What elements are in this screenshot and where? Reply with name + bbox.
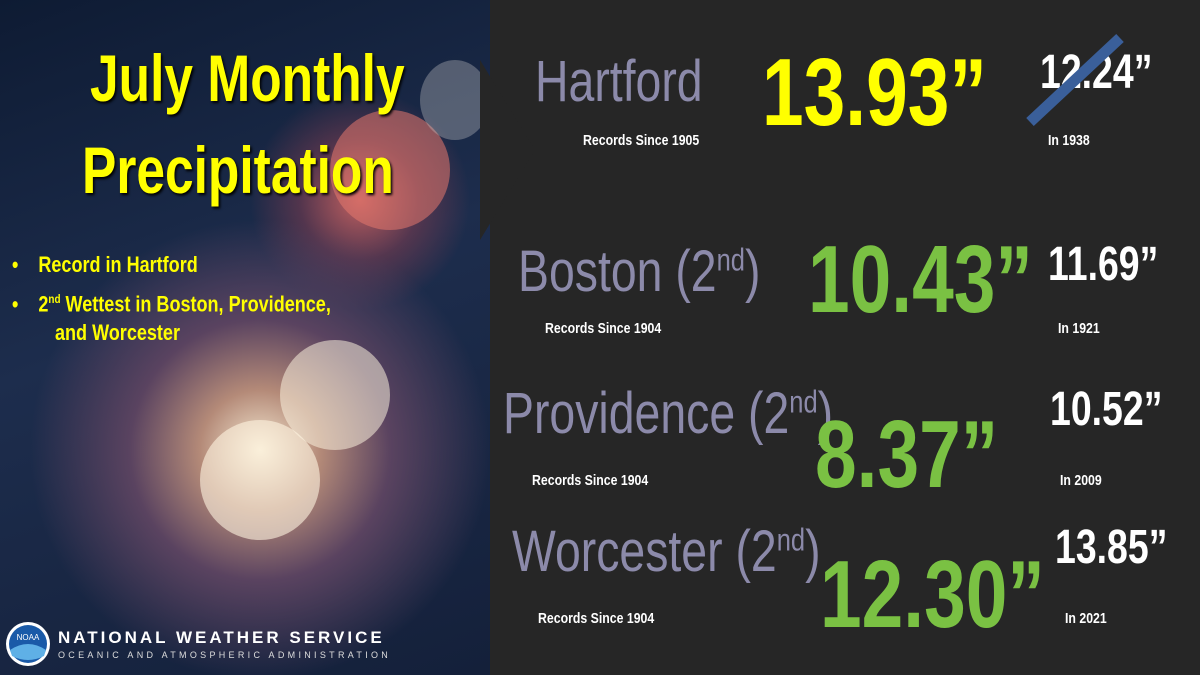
notch [480,60,535,240]
strike [1026,33,1124,127]
bullet-text: Wettest in Boston, Providence, [60,291,331,317]
panel-notch [480,60,535,240]
prior-year: In 1938 [1048,132,1090,149]
title-line: Precipitation [82,133,394,207]
bullet-text: Record in Hartford [38,252,198,277]
precip-value: 12.30” [820,541,1045,648]
bullet-text: and Worcester [55,320,180,345]
city-text: Providence (2 [503,381,790,446]
precip-value: 10.43” [808,226,1033,333]
city-sup: nd [789,383,818,420]
bullet-text: 2 [38,291,49,317]
noaa-logo: NOAA [6,622,50,666]
rain-photo [0,0,490,675]
bokeh [280,340,390,450]
bullet: • 2nd Wettest in Boston, Providence, [12,291,331,317]
precip-value: 13.93” [762,39,987,146]
logo-wave [10,644,46,660]
prior-year: In 2021 [1065,610,1107,627]
bokeh [420,60,490,140]
logo-text: NOAA [17,633,40,642]
bullet: • Record in Hartford [12,252,198,277]
city-text: ) [745,239,761,304]
city-name: Providence (2nd) [503,380,833,447]
city-sup: nd [716,241,745,278]
footer-line: OCEANIC AND ATMOSPHERIC ADMINISTRATION [58,650,392,660]
records-since: Records Since 1904 [538,610,655,627]
records-since: Records Since 1904 [545,320,662,337]
prior-record: 13.85” [1055,521,1168,574]
city-text: Boston (2 [518,239,717,304]
city-name: Worcester (2nd) [512,518,821,585]
records-since: Records Since 1904 [532,472,649,489]
city-text: ) [805,519,821,584]
prior-record: 10.52” [1050,383,1163,436]
records-since: Records Since 1905 [583,132,700,149]
city-sup: nd [776,521,806,558]
city-text: Worcester (2 [512,519,777,584]
footer-line: NATIONAL WEATHER SERVICE [58,628,385,647]
prior-record: 11.69” [1048,238,1159,291]
prior-year: In 2009 [1060,472,1102,489]
bullet-sup: nd [48,292,61,306]
title-line: July Monthly [90,41,405,115]
prior-year: In 1921 [1058,320,1100,337]
bokeh [330,110,450,230]
city-name: Hartford [535,49,703,114]
strike-line [1026,33,1124,127]
city-name: Boston (2nd) [518,238,760,305]
city-text: ) [817,381,834,446]
precip-value: 8.37” [815,401,999,508]
bokeh [200,420,320,540]
